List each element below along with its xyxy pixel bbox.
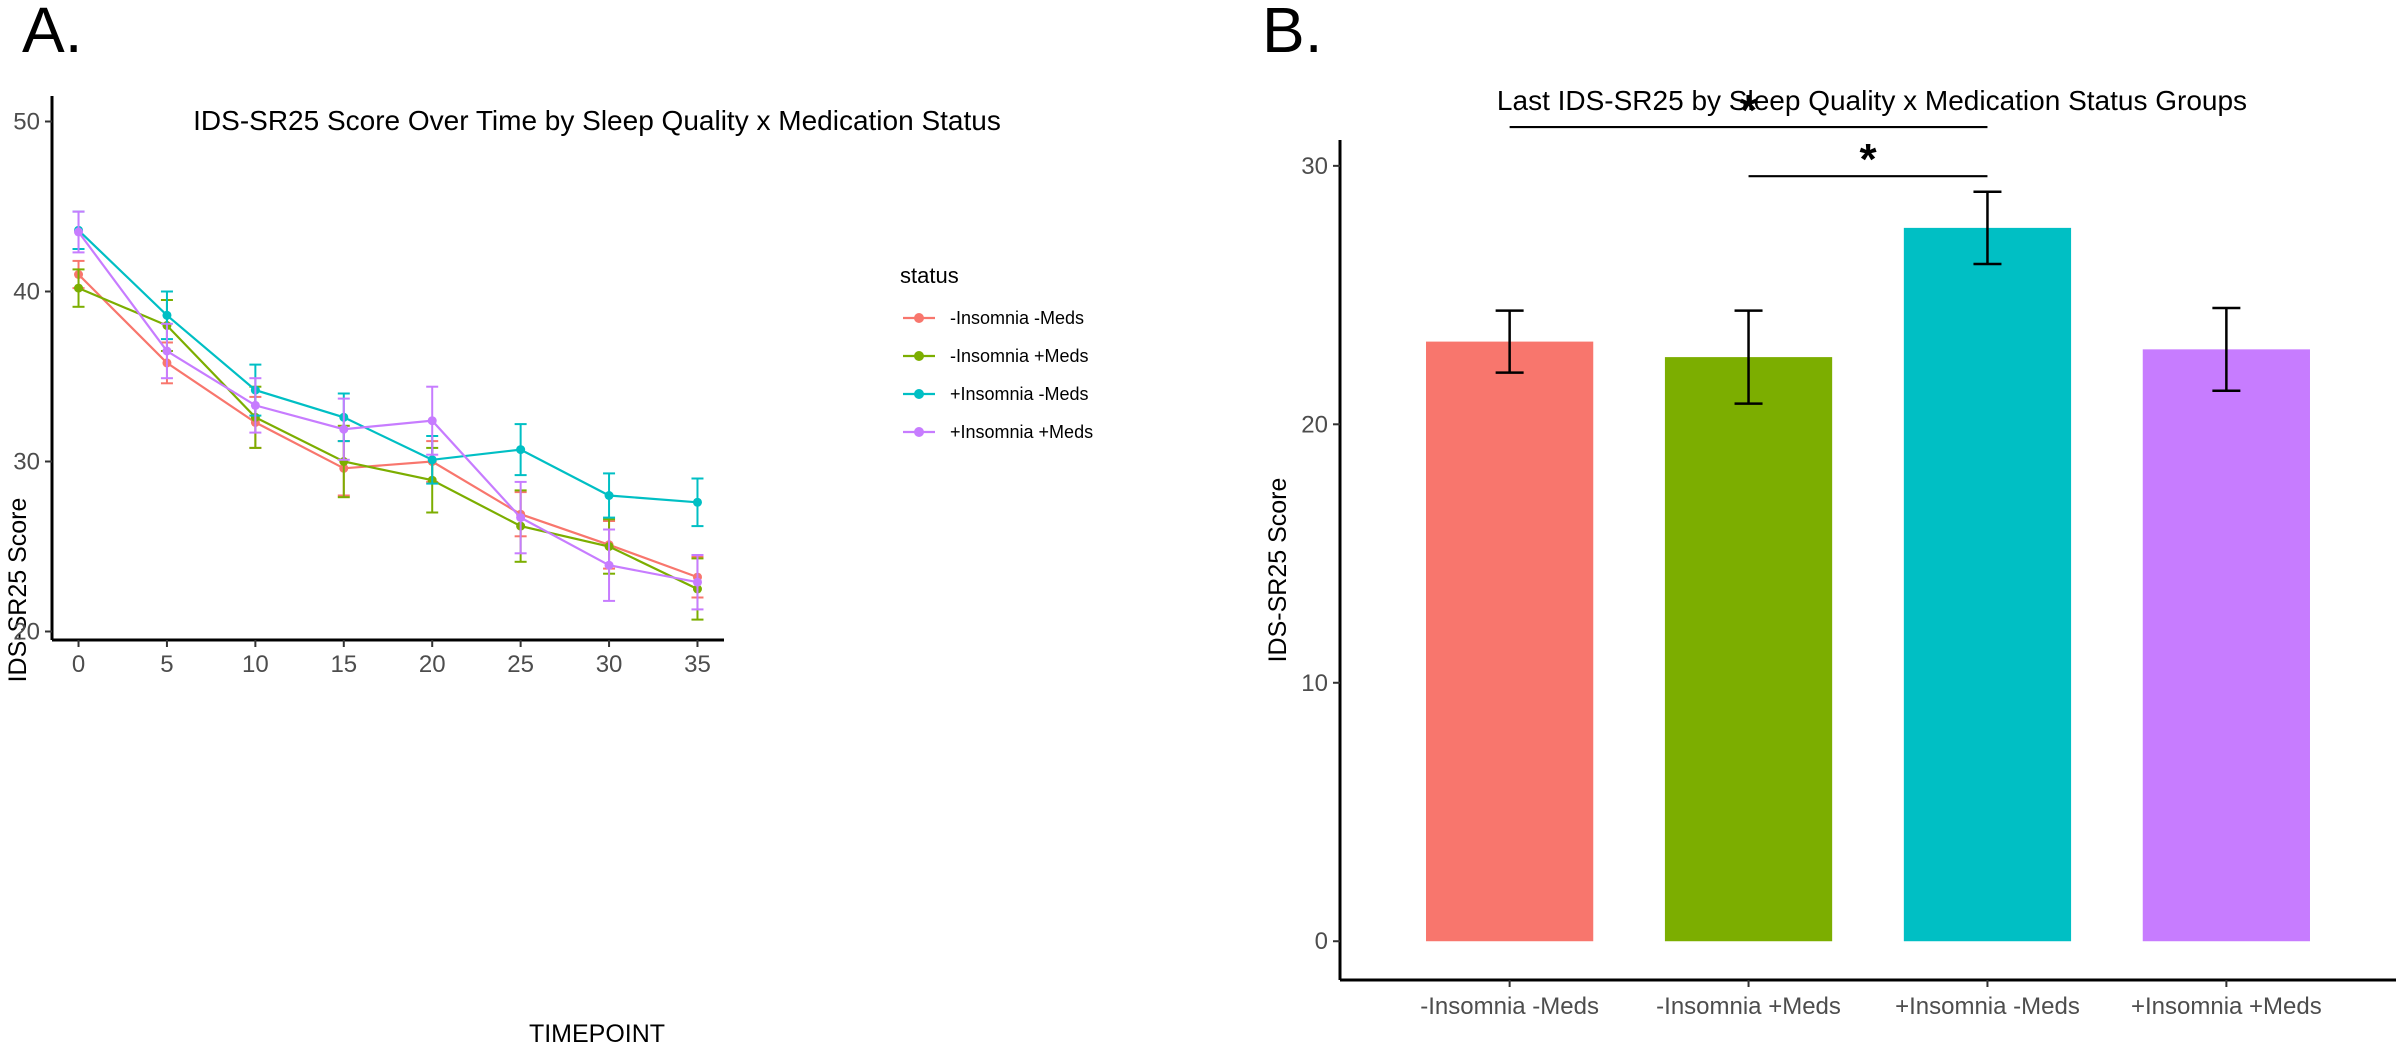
bar: [1903, 227, 2072, 942]
data-point: [604, 491, 614, 500]
x-tick-label: 5: [160, 651, 173, 678]
legend-label: +Insomnia -Meds: [950, 384, 1089, 404]
x-tick-label: 15: [330, 651, 357, 678]
legend-label: -Insomnia +Meds: [950, 346, 1089, 366]
line-chart-y-axis-title: IDS-SR25 Score: [4, 498, 32, 683]
x-tick-label: -Insomnia -Meds: [1420, 993, 1599, 1020]
series-line: [77, 273, 698, 579]
data-point: [339, 424, 349, 434]
legend-label: -Insomnia -Meds: [950, 308, 1084, 328]
y-tick-label: 30: [1301, 153, 1328, 180]
x-tick-label: +Insomnia -Meds: [1895, 993, 2080, 1020]
y-tick-label: 20: [1301, 411, 1328, 438]
series-line: [77, 231, 698, 584]
bar-chart-significance: **: [1509, 86, 1988, 184]
line-chart-title: IDS-SR25 Score Over Time by Sleep Qualit…: [193, 105, 1001, 136]
y-tick-label: 0: [1315, 928, 1328, 955]
data-point: [74, 283, 84, 293]
data-point: [692, 577, 702, 587]
legend-key-point: [914, 351, 924, 361]
x-tick-label: 35: [684, 651, 711, 678]
x-tick-label: 20: [419, 651, 446, 678]
legend-key-point: [914, 389, 924, 399]
bar-chart-bars: [1426, 190, 2310, 942]
bar-chart-y-axis-title: IDS-SR25 Score: [1264, 478, 1292, 663]
x-tick-label: 25: [507, 651, 534, 678]
data-point: [427, 455, 437, 465]
bar-chart-title: Last IDS-SR25 by Sleep Quality x Medicat…: [1497, 85, 2247, 116]
significance-star: *: [1859, 135, 1877, 184]
legend-title: status: [900, 263, 959, 288]
legend-key-point: [914, 427, 924, 437]
data-point: [604, 560, 614, 570]
series-line: [77, 229, 698, 504]
y-tick-label: 20: [13, 619, 40, 646]
y-tick-label: 40: [13, 279, 40, 306]
bar-chart: Last IDS-SR25 by Sleep Quality x Medicat…: [1264, 85, 2396, 1020]
line-chart: IDS-SR25 Score Over Time by Sleep Qualit…: [4, 96, 1093, 1048]
bar: [1426, 341, 1594, 942]
data-point: [250, 400, 260, 410]
legend-label: +Insomnia +Meds: [950, 422, 1093, 442]
data-point: [162, 346, 172, 356]
bar: [1664, 357, 1833, 942]
data-point: [516, 445, 526, 455]
line-chart-series: [72, 210, 704, 621]
x-tick-label: 30: [596, 651, 623, 678]
series-4: [72, 210, 704, 611]
data-point: [692, 497, 702, 507]
line-chart-legend: status -Insomnia -Meds -Insomnia +Meds +In…: [900, 263, 1093, 442]
data-point: [162, 310, 172, 320]
x-tick-label: 10: [242, 651, 269, 678]
significance-star: *: [1740, 86, 1758, 135]
y-tick-label: 50: [13, 109, 40, 136]
bar-chart-axes: 0 10 20 30 -Insomnia -Meds -Insomnia +Meds +In…: [1301, 140, 2396, 1020]
data-point: [74, 227, 84, 237]
y-tick-label: 10: [1301, 670, 1328, 697]
data-point: [516, 513, 526, 523]
y-tick-label: 30: [13, 449, 40, 476]
x-tick-label: 0: [72, 651, 85, 678]
line-chart-axes: 20 30 40 50 0 5 10 15 20 25 30 35: [13, 96, 724, 678]
x-tick-label: -Insomnia +Meds: [1656, 993, 1841, 1020]
panel-b-label: B.: [1262, 0, 1322, 66]
legend-key-point: [914, 313, 924, 323]
data-point: [427, 416, 437, 426]
panel-a-label: A.: [22, 0, 82, 66]
bar: [2142, 349, 2310, 942]
line-chart-x-axis-title: TIMEPOINT: [529, 1020, 665, 1048]
series-line: [78, 287, 698, 590]
x-tick-label: +Insomnia +Meds: [2131, 993, 2322, 1020]
